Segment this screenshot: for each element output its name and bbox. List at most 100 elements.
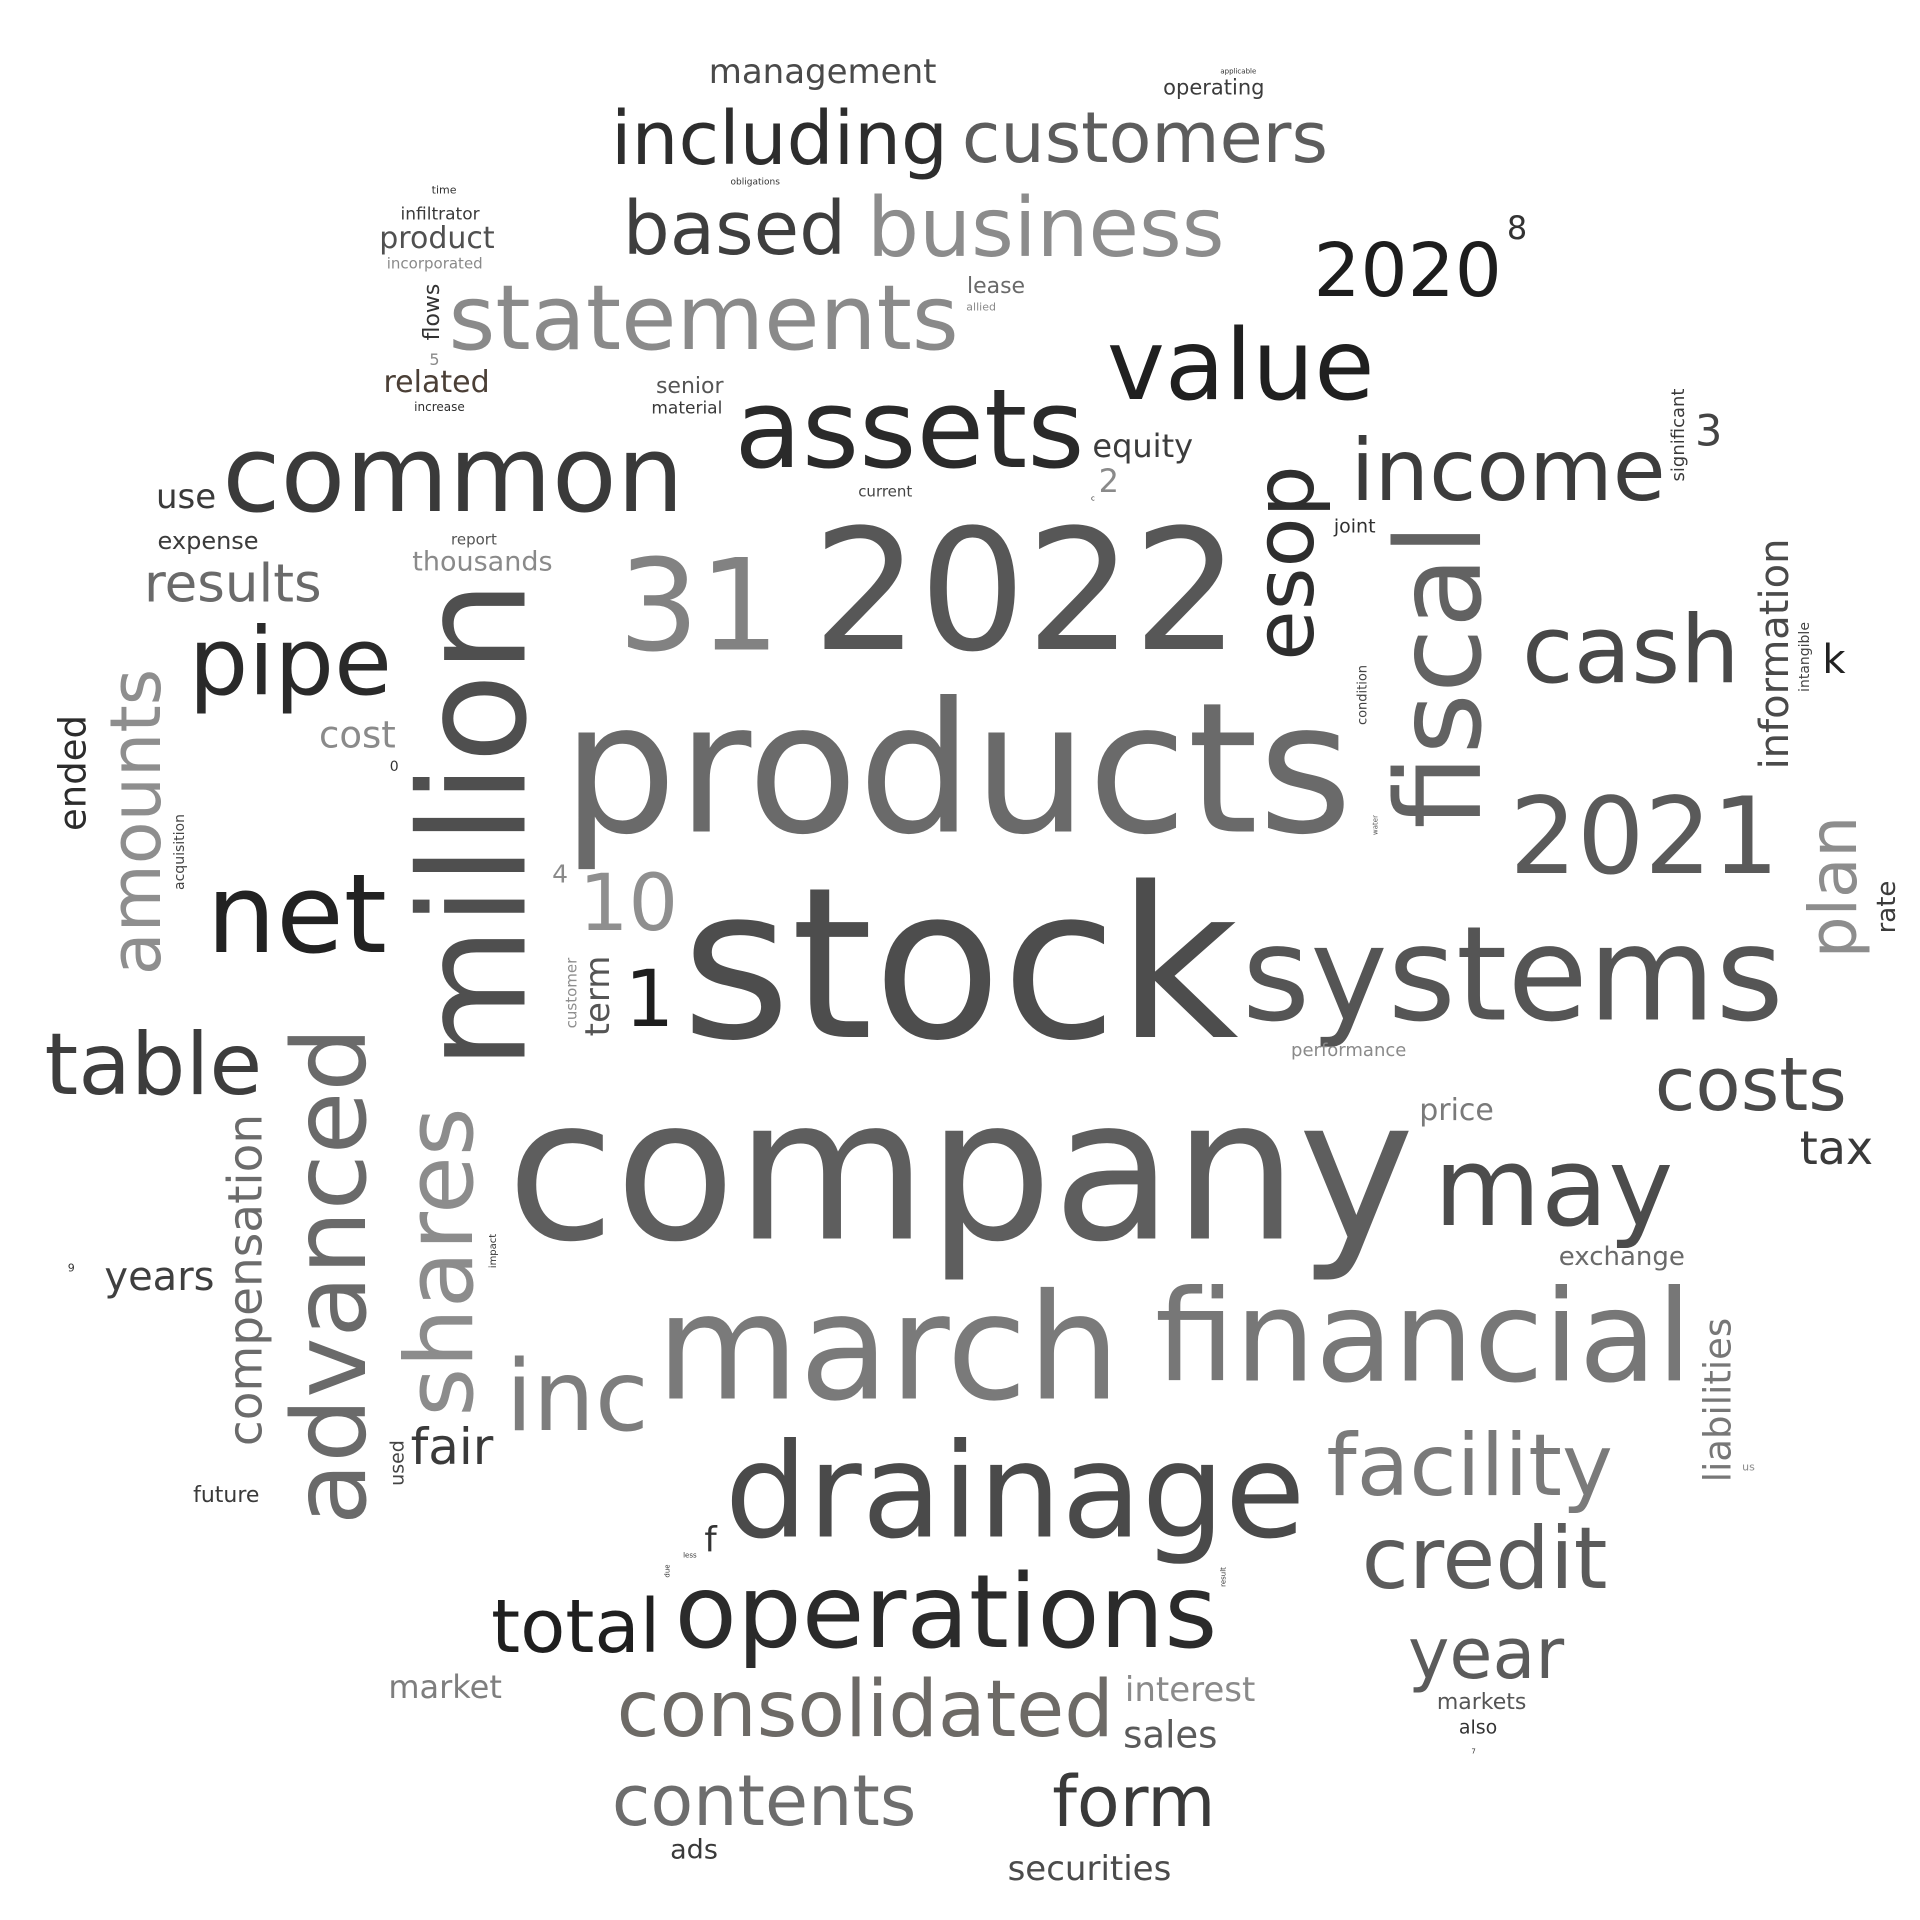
cloud-word: march — [655, 1262, 1121, 1434]
cloud-word: 3 — [1695, 406, 1723, 457]
cloud-word: plan — [1794, 815, 1872, 958]
cloud-word: advanced — [271, 1026, 391, 1526]
cloud-word: information — [1752, 538, 1799, 770]
cloud-word: shares — [385, 1107, 495, 1418]
cloud-word: amounts — [95, 668, 178, 976]
cloud-word: net — [206, 850, 387, 979]
cloud-word: customer — [562, 957, 581, 1029]
cloud-word: 9 — [67, 1261, 75, 1275]
cloud-word: financial — [1154, 1262, 1692, 1411]
cloud-word: rate — [1871, 880, 1902, 934]
cloud-word: 0 — [389, 759, 399, 776]
cloud-word: contents — [611, 1759, 917, 1842]
cloud-word: facility — [1326, 1416, 1613, 1517]
cloud-word: expense — [157, 527, 259, 556]
cloud-word: infiltrator — [400, 204, 480, 225]
cloud-word: condition — [1355, 665, 1371, 726]
cloud-word: operations — [674, 1553, 1218, 1673]
cloud-word: sales — [1123, 1713, 1218, 1757]
cloud-word: incorporated — [386, 254, 483, 273]
cloud-word: products — [562, 663, 1353, 875]
cloud-word: us — [1742, 1460, 1755, 1474]
cloud-word: price — [1419, 1093, 1494, 1129]
cloud-word: 2020 — [1313, 228, 1502, 315]
cloud-word: income — [1350, 420, 1666, 521]
cloud-word: lease — [966, 273, 1026, 299]
cloud-word: term — [578, 955, 619, 1037]
cloud-word: current — [858, 482, 913, 501]
cloud-word: f — [704, 1520, 717, 1561]
cloud-word: 1 — [624, 954, 675, 1045]
cloud-word: form — [1052, 1761, 1216, 1844]
cloud-word: credit — [1361, 1508, 1608, 1609]
cloud-word: company — [506, 1056, 1415, 1286]
cloud-word: securities — [1007, 1848, 1172, 1889]
cloud-word: customers — [961, 97, 1328, 180]
cloud-word: time — [431, 183, 457, 197]
cloud-word: including — [610, 95, 949, 182]
cloud-word: intangible — [1796, 621, 1813, 692]
cloud-word: fair — [410, 1418, 494, 1477]
cloud-word: total — [491, 1584, 661, 1671]
cloud-word: liabilities — [1696, 1317, 1740, 1482]
cloud-word: stock — [681, 842, 1239, 1087]
cloud-word: inc — [505, 1340, 649, 1455]
cloud-word: cash — [1521, 596, 1740, 706]
cloud-word: equity — [1092, 427, 1194, 466]
cloud-word: drainage — [724, 1414, 1306, 1568]
cloud-word: allied — [966, 300, 996, 314]
cloud-word: related — [383, 365, 490, 401]
cloud-word: thousands — [412, 546, 553, 578]
cloud-word: 5 — [429, 349, 440, 369]
cloud-word: future — [193, 1483, 260, 1509]
cloud-word: acquisition — [172, 813, 189, 890]
cloud-word: years — [104, 1253, 215, 1300]
cloud-word: joint — [1333, 515, 1376, 538]
cloud-word: value — [1106, 309, 1375, 424]
cloud-word: senior — [655, 373, 724, 399]
cloud-word: 2 — [1098, 462, 1119, 501]
cloud-word: 10 — [578, 858, 679, 949]
cloud-word: common — [222, 412, 684, 536]
cloud-word: pipe — [188, 608, 392, 718]
cloud-word: 4 — [552, 859, 569, 889]
cloud-word: also — [1458, 1716, 1498, 1739]
cloud-word: fiscal — [1370, 522, 1509, 829]
cloud-word: ads — [670, 1834, 718, 1866]
cloud-word: statements — [448, 266, 959, 372]
cloud-word: market — [388, 1667, 502, 1706]
cloud-word: 2021 — [1509, 775, 1780, 899]
cloud-word: business — [867, 180, 1225, 276]
cloud-word: cost — [319, 713, 396, 757]
cloud-word: flows — [419, 283, 445, 341]
cloud-word: tax — [1799, 1121, 1874, 1176]
cloud-word: interest — [1124, 1670, 1256, 1711]
cloud-word: result — [1219, 1566, 1228, 1587]
cloud-word: use — [156, 476, 217, 517]
cloud-word: systems — [1241, 897, 1784, 1051]
cloud-word: applicable — [1220, 67, 1257, 76]
cloud-word: management — [708, 52, 937, 93]
cloud-word: 31 — [618, 531, 780, 680]
cloud-word: costs — [1654, 1042, 1847, 1129]
cloud-word: consolidated — [616, 1665, 1114, 1756]
cloud-word: table — [44, 1014, 263, 1115]
cloud-word: 7 — [1471, 1747, 1476, 1756]
cloud-word: used — [386, 1440, 409, 1486]
cloud-word: 2022 — [812, 493, 1240, 690]
cloud-word: product — [379, 221, 495, 257]
cloud-word: increase — [414, 399, 465, 414]
cloud-word: 8 — [1506, 208, 1528, 247]
cloud-word: esop — [1237, 464, 1333, 661]
cloud-word: may — [1433, 1122, 1674, 1251]
cloud-word: report — [451, 530, 497, 549]
cloud-word: k — [1822, 637, 1846, 684]
cloud-word: million — [388, 580, 560, 1071]
cloud-word: material — [651, 398, 723, 419]
cloud-word: exchange — [1558, 1242, 1685, 1273]
cloud-word: obligations — [730, 177, 780, 188]
cloud-word: results — [144, 553, 322, 615]
cloud-word: performance — [1291, 1039, 1407, 1061]
cloud-word: c — [1091, 494, 1095, 503]
